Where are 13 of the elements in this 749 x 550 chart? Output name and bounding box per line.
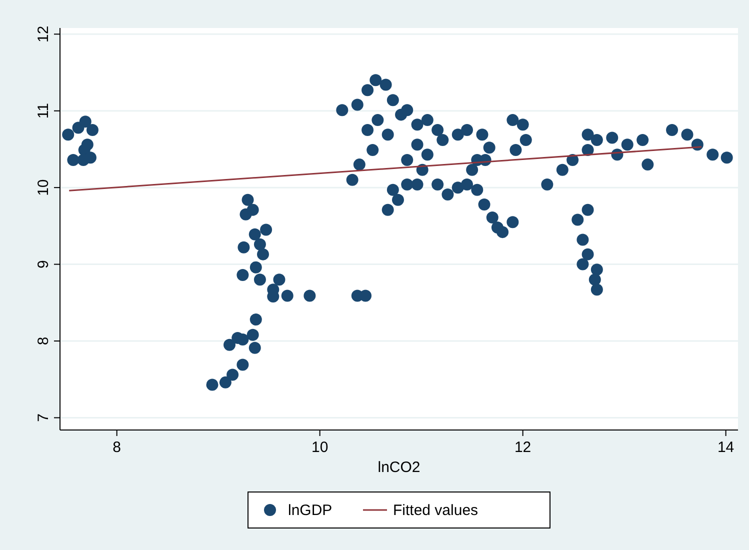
y-tick-label: 12	[35, 26, 52, 42]
y-tick-label: 11	[35, 103, 52, 119]
legend-label: lnGDP	[288, 502, 332, 519]
x-tick-label: 12	[514, 439, 532, 456]
y-tick-label: 10	[35, 179, 52, 196]
y-tick-label: 8	[35, 336, 52, 346]
x-tick-label: 10	[311, 439, 328, 456]
legend-label: Fitted values	[393, 502, 478, 519]
x-tick-label: 8	[112, 439, 122, 456]
y-tick-label: 7	[35, 414, 52, 422]
x-axis-title: lnCO2	[378, 459, 420, 476]
y-tick-label: 9	[35, 260, 52, 268]
x-tick-label: 14	[717, 439, 734, 456]
